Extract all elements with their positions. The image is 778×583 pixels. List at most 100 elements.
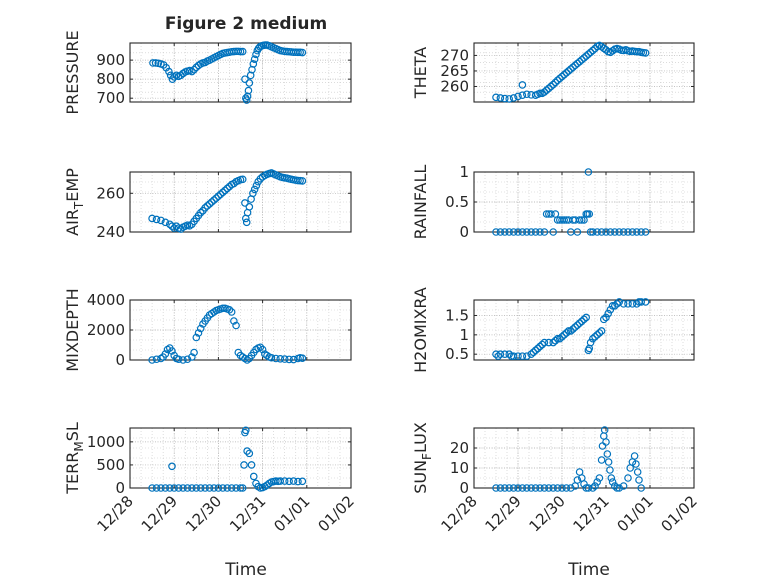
data-point <box>152 484 161 492</box>
data-point <box>615 484 624 492</box>
data-point <box>165 220 174 229</box>
data-point <box>505 484 514 492</box>
data-point <box>152 215 161 224</box>
data-point <box>610 302 619 310</box>
data-point <box>201 484 209 492</box>
data-point <box>168 75 177 83</box>
data-point <box>573 228 582 236</box>
data-point <box>280 477 289 485</box>
data-point <box>256 343 265 352</box>
data-point <box>196 208 205 217</box>
y-tick-label: 0.5 <box>445 193 469 211</box>
data-point <box>547 210 555 218</box>
data-point <box>192 333 201 342</box>
data-point <box>588 484 597 492</box>
data-point <box>536 228 544 236</box>
data-point <box>606 466 614 474</box>
data-point <box>238 47 247 56</box>
data-point <box>586 338 595 347</box>
y-tick-label: 0 <box>459 223 469 241</box>
data-point <box>588 334 597 343</box>
data-point <box>509 94 518 102</box>
y-tick-label: 270 <box>440 46 469 64</box>
data-point <box>608 302 617 310</box>
data-point <box>597 228 606 236</box>
data-point <box>564 327 573 335</box>
data-point <box>258 345 267 354</box>
data-point <box>188 484 196 492</box>
data-point <box>536 89 544 98</box>
y-tick-label: 265 <box>440 62 469 80</box>
data-point <box>514 352 522 360</box>
data-point <box>188 353 196 361</box>
axes-box <box>473 42 695 103</box>
data-point <box>562 484 571 492</box>
data-point <box>584 484 593 492</box>
data-point <box>298 48 307 57</box>
data-point <box>641 228 650 236</box>
data-point <box>165 67 173 76</box>
data-point <box>599 315 608 324</box>
data-point <box>549 484 558 492</box>
data-point <box>560 70 569 79</box>
data-point <box>569 325 577 333</box>
data-point <box>168 462 176 471</box>
data-point <box>619 482 628 490</box>
data-point <box>168 347 176 355</box>
data-point <box>190 65 198 74</box>
data-point <box>529 348 538 357</box>
data-point <box>553 76 562 85</box>
data-point <box>560 331 569 339</box>
data-point <box>619 300 628 308</box>
data-point <box>549 338 558 347</box>
y-axis-label: AIRTEMP <box>63 168 86 236</box>
data-point <box>593 228 602 236</box>
data-point <box>183 484 192 492</box>
y-tick-label: 20 <box>450 439 469 457</box>
data-point <box>161 484 170 492</box>
data-point <box>588 46 597 55</box>
data-point <box>606 228 615 236</box>
data-point <box>603 450 612 458</box>
data-point <box>514 228 522 236</box>
data-point <box>635 476 643 484</box>
y-tick-label: 260 <box>96 184 125 202</box>
data-point <box>637 298 646 306</box>
data-point <box>624 228 632 236</box>
data-point <box>496 94 505 102</box>
data-point <box>179 356 187 364</box>
data-point <box>562 69 571 77</box>
data-point <box>232 321 240 330</box>
data-point <box>518 352 527 360</box>
data-point <box>249 189 257 198</box>
data-point <box>544 84 553 93</box>
data-point <box>298 354 307 363</box>
data-point <box>540 484 549 492</box>
data-point <box>573 476 582 484</box>
data-point <box>558 484 566 492</box>
y-tick-label: 260 <box>440 77 469 95</box>
data-point <box>236 47 245 56</box>
data-point <box>602 438 610 446</box>
y-tick-label: 0.5 <box>445 345 469 363</box>
data-point <box>637 228 646 236</box>
x-axis-label-right: Time <box>567 560 610 580</box>
data-point <box>558 332 566 341</box>
data-point <box>210 484 218 492</box>
data-point <box>244 86 253 95</box>
data-point <box>214 484 223 492</box>
data-point <box>509 352 518 360</box>
data-point <box>241 75 249 83</box>
data-point <box>560 216 569 224</box>
axes-box <box>129 427 352 489</box>
data-point <box>633 468 642 476</box>
data-point <box>542 210 551 218</box>
data-point <box>245 79 254 87</box>
data-point <box>174 355 183 364</box>
data-point <box>593 331 602 339</box>
data-point <box>544 338 553 347</box>
data-point <box>624 300 632 308</box>
data-point <box>580 480 588 488</box>
data-point <box>496 228 505 236</box>
y-axis-label: H2OMIXRA <box>411 287 430 373</box>
